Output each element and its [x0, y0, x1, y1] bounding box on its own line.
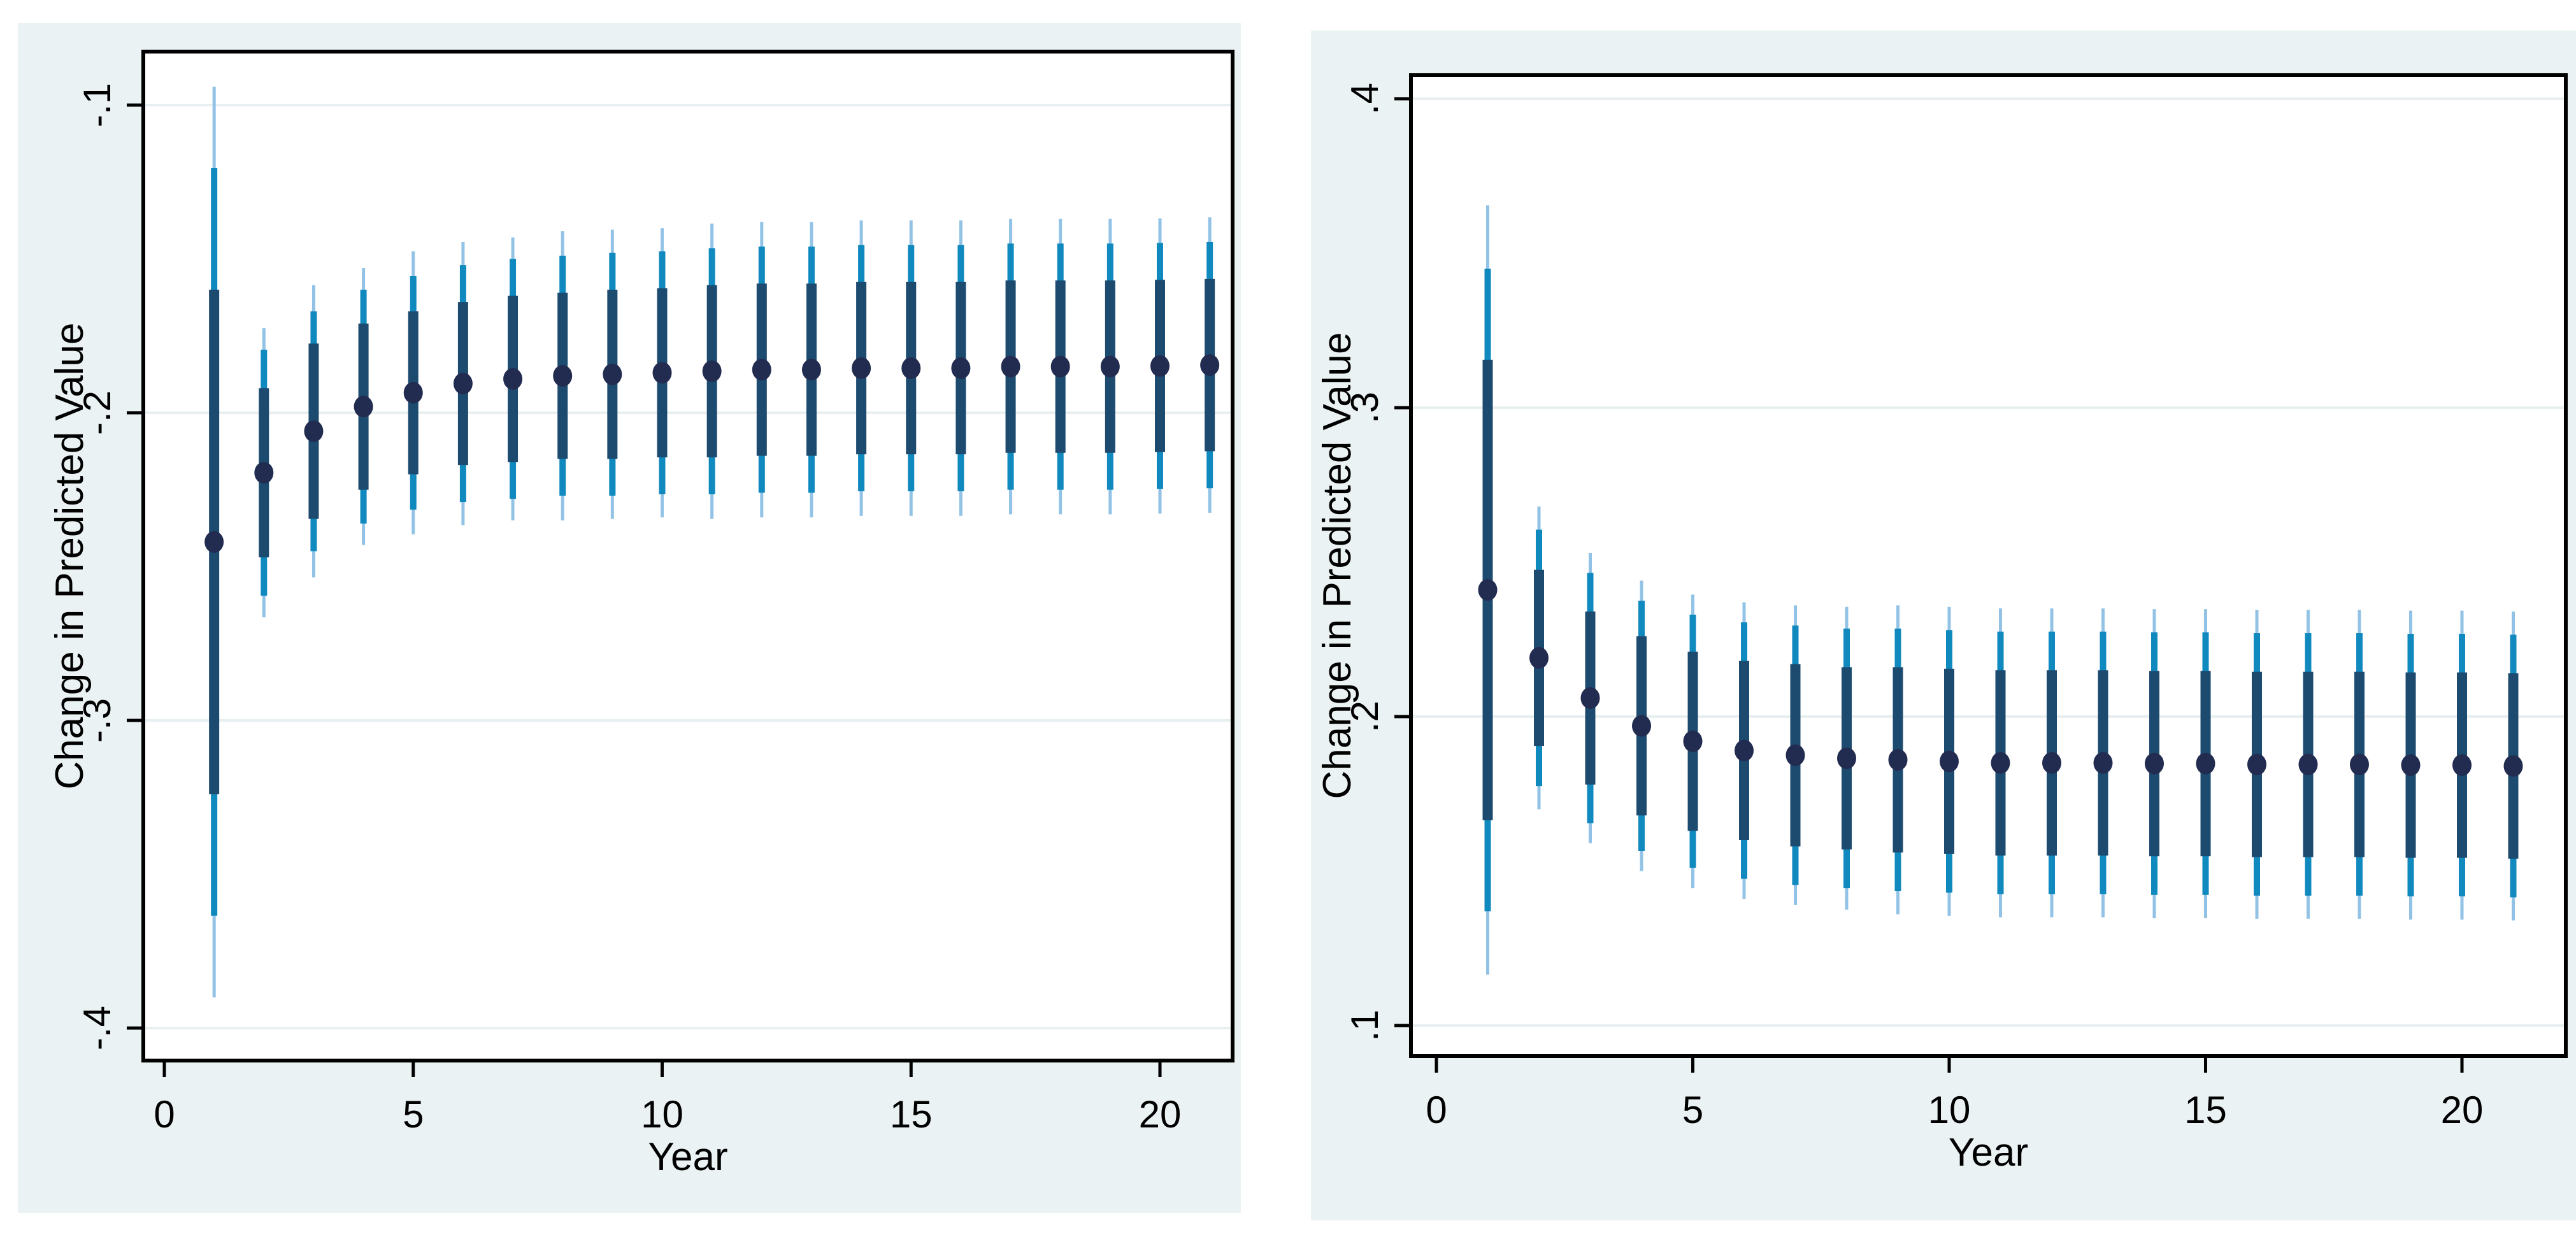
- plot-frame: [141, 50, 1234, 1062]
- point-estimate-marker: [1200, 354, 1220, 376]
- plot-area: [143, 52, 1233, 1061]
- point-estimate-marker: [1632, 715, 1651, 737]
- y-tick-label: -.3: [76, 698, 118, 743]
- x-tick-label: 5: [1682, 1089, 1703, 1131]
- point-estimate-marker: [603, 363, 622, 385]
- x-axis-ticks: 0 5 10 15 20: [1426, 1056, 2483, 1131]
- x-axis-title: Year: [648, 1135, 727, 1179]
- y-axis-ticks: .4 .3 .2 .1: [1343, 83, 1411, 1041]
- y-axis-ticks: -.1 -.2 -.3 -.4: [76, 83, 143, 1050]
- point-estimate-marker: [1100, 355, 1120, 378]
- y-axis-title: Change in Predicted Value: [48, 322, 92, 789]
- point-estimate-marker: [2196, 752, 2215, 775]
- y-gridlines: [143, 104, 1233, 1029]
- x-tick-label: 10: [1928, 1089, 1971, 1131]
- point-estimate-marker: [2145, 752, 2164, 775]
- point-estimate-marker: [2503, 755, 2523, 777]
- point-estimate-marker: [2350, 754, 2369, 776]
- x-tick-label: 20: [2441, 1089, 2484, 1131]
- point-estimate-marker: [254, 462, 274, 484]
- x-axis-title: Year: [1949, 1131, 2028, 1175]
- point-estimate-marker: [2298, 754, 2318, 776]
- point-estimate-marker: [1940, 750, 1959, 773]
- point-estimate-marker: [1735, 740, 1754, 762]
- point-estimate-marker: [1478, 579, 1498, 601]
- point-estimate-marker: [1888, 748, 1908, 771]
- point-estimate-marker: [752, 359, 771, 381]
- point-estimates-group: [1478, 579, 2523, 777]
- x-tick-label: 20: [1139, 1093, 1182, 1136]
- x-tick-label: 15: [890, 1093, 933, 1136]
- y-tick-label: .1: [1343, 1010, 1386, 1041]
- point-estimate-marker: [801, 359, 821, 381]
- x-axis-ticks: 0 5 10 15 20: [154, 1061, 1181, 1136]
- x-tick-label: 5: [403, 1093, 424, 1136]
- y-tick-label: -.2: [76, 390, 118, 435]
- point-estimate-marker: [1683, 730, 1703, 752]
- point-estimate-marker: [1580, 687, 1600, 709]
- point-estimate-marker: [1991, 752, 2010, 774]
- point-estimate-marker: [852, 357, 871, 379]
- point-estimates-group: [204, 354, 1220, 553]
- y-axis-title: Change in Predicted Value: [1315, 332, 1359, 799]
- plot-frame: [1409, 73, 2568, 1058]
- point-estimate-marker: [2401, 754, 2421, 776]
- y-gridlines: [1411, 97, 2566, 1027]
- point-estimate-marker: [304, 420, 324, 442]
- y-tick-label: .2: [1343, 701, 1386, 733]
- y-tick-label: -.4: [76, 1006, 118, 1050]
- point-estimate-marker: [503, 368, 523, 390]
- point-estimate-marker: [2452, 754, 2472, 776]
- x-tick-label: 15: [2184, 1089, 2227, 1131]
- point-estimate-marker: [1837, 747, 1856, 769]
- point-estimate-marker: [1150, 355, 1170, 377]
- point-estimate-marker: [702, 360, 722, 382]
- point-estimate-marker: [2093, 752, 2113, 774]
- y-tick-label: .4: [1343, 83, 1386, 115]
- y-tick-label: .3: [1343, 392, 1386, 424]
- point-estimate-marker: [453, 373, 473, 395]
- panel-b-svg: .4 .3 .2 .1 0 5 10 15 20 Year Change in Predicted …: [1311, 31, 2576, 1220]
- point-estimate-marker: [1001, 355, 1020, 378]
- point-estimate-marker: [553, 365, 573, 387]
- point-estimate-marker: [1529, 647, 1549, 669]
- x-tick-label: 0: [1426, 1089, 1447, 1131]
- point-estimate-marker: [354, 396, 373, 418]
- point-estimate-marker: [951, 357, 971, 379]
- point-estimate-marker: [1785, 744, 1805, 766]
- point-estimate-marker: [2247, 754, 2266, 776]
- point-estimate-marker: [2042, 752, 2061, 774]
- plot-area: [1411, 75, 2566, 1056]
- point-estimate-marker: [403, 382, 423, 404]
- panel-a-svg: -.1 -.2 -.3 -.4 0 5 10 15 20 Year Change in Predic…: [18, 23, 1241, 1213]
- y-tick-label: -.1: [76, 83, 118, 127]
- point-estimate-marker: [652, 362, 672, 384]
- x-tick-label: 0: [154, 1093, 175, 1136]
- point-estimate-marker: [204, 531, 224, 553]
- point-estimate-marker: [901, 357, 921, 379]
- x-tick-label: 10: [641, 1093, 683, 1136]
- point-estimate-marker: [1050, 355, 1070, 378]
